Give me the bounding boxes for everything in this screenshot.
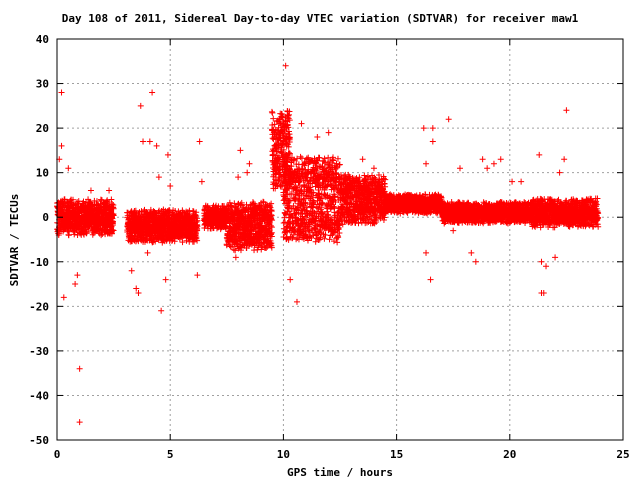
data-point [192, 211, 199, 218]
data-point [66, 228, 73, 235]
data-point [194, 237, 201, 244]
data-point [93, 198, 100, 205]
data-point [110, 205, 117, 212]
data-point [180, 209, 187, 216]
data-point [109, 201, 116, 208]
data-point [194, 217, 201, 224]
data-point [179, 239, 186, 246]
data-point [110, 227, 117, 234]
data-point [108, 230, 115, 237]
data-point [194, 223, 201, 230]
data-point [269, 109, 276, 116]
data-point [314, 235, 321, 242]
data-point [110, 212, 117, 219]
chart-title: Day 108 of 2011, Sidereal Day-to-day VTE… [62, 12, 579, 25]
data-point [147, 206, 154, 213]
data-point [109, 222, 116, 229]
data-point [135, 238, 142, 245]
data-point [87, 199, 94, 206]
data-point [152, 238, 159, 245]
data-point [171, 238, 178, 245]
data-points [54, 62, 602, 426]
data-point [334, 239, 341, 246]
data-point [83, 228, 90, 235]
